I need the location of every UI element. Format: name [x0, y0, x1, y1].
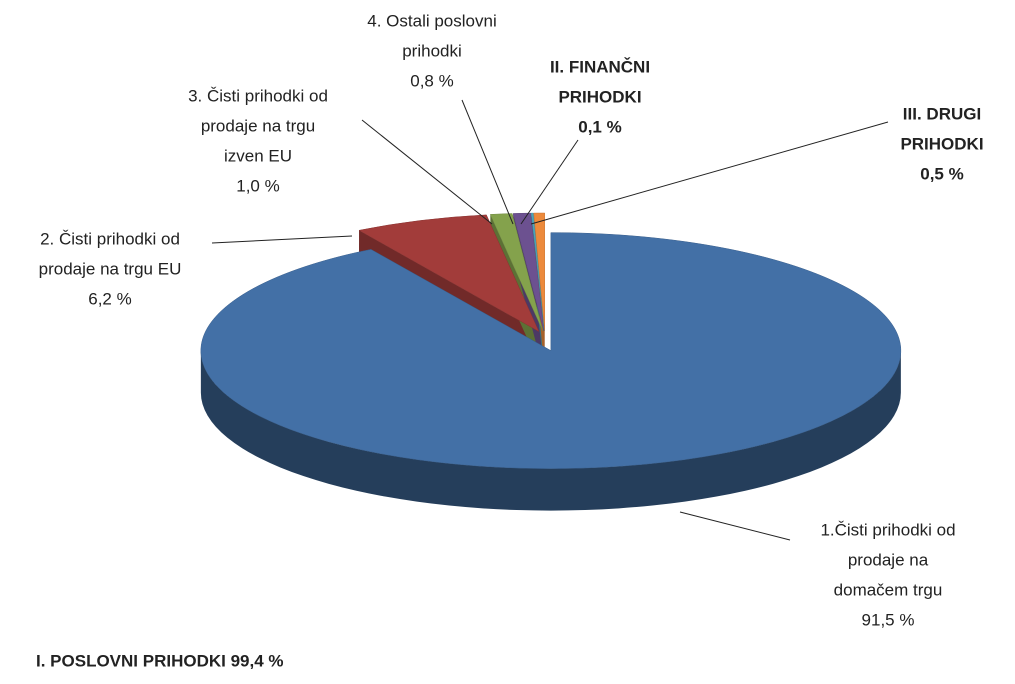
leader-line: [361, 119, 493, 225]
slice-label: prodaje na trgu EU: [39, 259, 182, 278]
slice: [200, 232, 902, 469]
slice-label: II. FINANČNI: [550, 57, 650, 76]
leader-line: [530, 121, 889, 225]
value-label: 0,8 %: [410, 71, 453, 90]
slice-label: 2. Čisti prihodki od: [40, 229, 180, 248]
slice-label: III. DRUGI: [903, 104, 981, 123]
slice-label: prihodki: [402, 41, 462, 60]
value-label: 91,5 %: [862, 610, 915, 629]
value-label: 0,1 %: [578, 117, 621, 136]
value-label: 1,0 %: [236, 176, 279, 195]
annotation: I. POSLOVNI PRIHODKI 99,4 %: [36, 651, 284, 670]
slice-label: izven EU: [224, 146, 292, 165]
slice-tops: [200, 212, 902, 469]
slice: [512, 212, 545, 332]
leader-line: [461, 99, 514, 225]
leader-line: [679, 511, 791, 541]
slice-label: prodaje na: [848, 550, 929, 569]
value-label: 0,5 %: [920, 164, 963, 183]
value-label: 6,2 %: [88, 289, 131, 308]
slice: [530, 212, 545, 332]
slice-label: domačem trgu: [834, 580, 943, 599]
leader-line: [211, 235, 353, 244]
slice: [358, 214, 540, 333]
slice-label: 4. Ostali poslovni: [367, 11, 496, 30]
slice-rim: [200, 350, 901, 511]
leader-line: [520, 139, 579, 225]
slice: [489, 213, 544, 332]
slice-label: prodaje na trgu: [201, 116, 315, 135]
slice: [533, 212, 545, 332]
slice-label: PRIHODKI: [900, 134, 983, 153]
slice-label: PRIHODKI: [558, 87, 641, 106]
slice-label: 3. Čisti prihodki od: [188, 86, 328, 105]
slice-label: 1.Čisti prihodki od: [820, 520, 955, 539]
